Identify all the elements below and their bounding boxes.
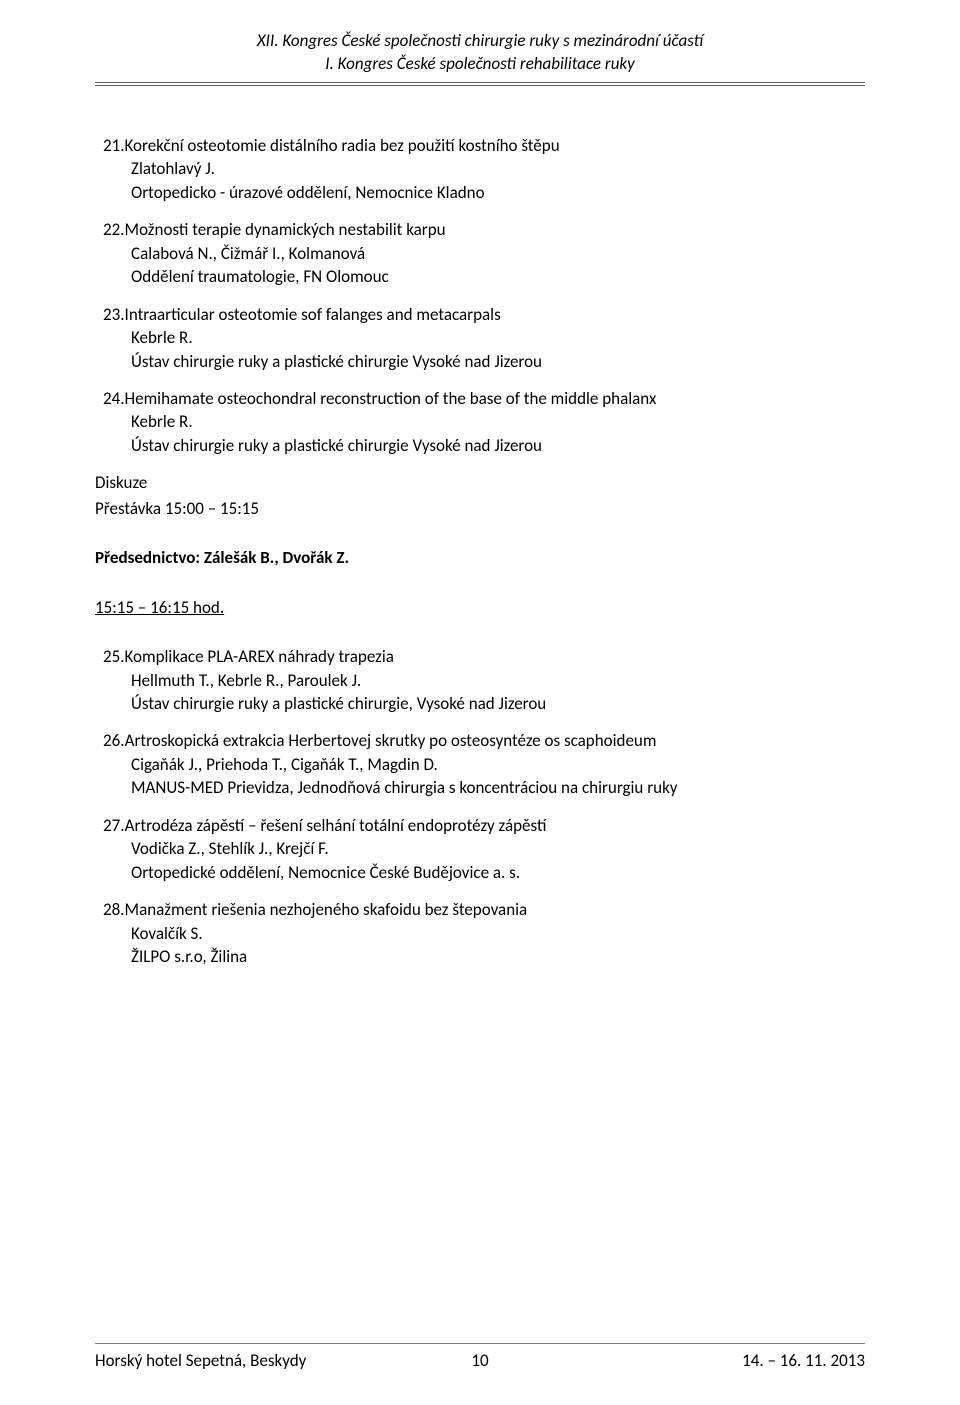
entry-number: 25. [103, 646, 125, 667]
entry-title: Intraarticular osteotomie sof falanges a… [125, 304, 501, 325]
program-entry: 24.Hemihamate osteochondral reconstructi… [95, 387, 865, 457]
entry-affiliation: ŽILPO s.r.o, Žilina [131, 945, 865, 968]
program-entry: 27.Artrodéza zápěstí – řešení selhání to… [95, 814, 865, 884]
entry-number: 28. [103, 899, 125, 920]
page-footer: Horský hotel Sepetná, Beskydy 10 14. – 1… [95, 1343, 865, 1371]
entry-author: Calabová N., Čižmář I., Kolmanová [131, 242, 865, 265]
discussion-label: Diskuze [95, 471, 865, 494]
entry-affiliation: Oddělení traumatologie, FN Olomouc [131, 265, 865, 288]
footer-page-number: 10 [95, 1350, 865, 1371]
program-entry: 26.Artroskopická extrakcia Herbertovej s… [95, 729, 865, 799]
entry-affiliation: Ústav chirurgie ruky a plastické chirurg… [131, 350, 865, 373]
entry-author: Zlatohlavý J. [131, 157, 865, 180]
header-divider [95, 82, 865, 86]
entry-author: Cigaňák J., Priehoda T., Cigaňák T., Mag… [131, 753, 865, 776]
entry-number: 27. [103, 815, 125, 836]
entry-number: 21. [103, 135, 125, 156]
entry-affiliation: MANUS-MED Prievidza, Jednodňová chirurgi… [131, 776, 865, 799]
program-entry: 21.Korekční osteotomie distálního radia … [95, 134, 865, 204]
page: XII. Kongres České společnosti chirurgie… [0, 0, 960, 1405]
entry-title: Korekční osteotomie distálního radia bez… [125, 135, 560, 156]
entry-number: 22. [103, 219, 125, 240]
program-entry: 25.Komplikace PLA-AREX náhrady trapezia … [95, 645, 865, 715]
entry-number: 23. [103, 304, 125, 325]
entry-author: Hellmuth T., Kebrle R., Paroulek J. [131, 669, 865, 692]
program-entry: 28.Manažment riešenia nezhojeného skafoi… [95, 898, 865, 968]
program-entry: 22.Možnosti terapie dynamických nestabil… [95, 218, 865, 288]
entry-author: Vodička Z., Stehlík J., Krejčí F. [131, 837, 865, 860]
chair-label: Předsednictvo: Zálešák B., Dvořák Z. [95, 546, 865, 569]
entry-title: Hemihamate osteochondral reconstruction … [125, 388, 657, 409]
header-line-1: XII. Kongres České společnosti chirurgie… [95, 30, 865, 53]
break-label: Přestávka 15:00 – 15:15 [95, 497, 865, 520]
entry-number: 26. [103, 730, 125, 751]
entry-title: Artrodéza zápěstí – řešení selhání totál… [125, 815, 547, 836]
page-header: XII. Kongres České společnosti chirurgie… [95, 30, 865, 76]
entry-affiliation: Ústav chirurgie ruky a plastické chirurg… [131, 434, 865, 457]
entry-title: Artroskopická extrakcia Herbertovej skru… [125, 730, 657, 751]
entry-title: Komplikace PLA-AREX náhrady trapezia [125, 646, 394, 667]
entry-author: Kovalčík S. [131, 922, 865, 945]
program-entry: 23.Intraarticular osteotomie sof falange… [95, 303, 865, 373]
entry-title: Možnosti terapie dynamických nestabilit … [125, 219, 446, 240]
entry-affiliation: Ortopedické oddělení, Nemocnice České Bu… [131, 861, 865, 884]
entry-affiliation: Ortopedicko - úrazové oddělení, Nemocnic… [131, 181, 865, 204]
entry-author: Kebrle R. [131, 410, 865, 433]
entry-number: 24. [103, 388, 125, 409]
entry-title: Manažment riešenia nezhojeného skafoidu … [125, 899, 528, 920]
time-slot: 15:15 – 16:15 hod. [95, 596, 865, 619]
entry-author: Kebrle R. [131, 326, 865, 349]
header-line-2: I. Kongres České společnosti rehabilitac… [95, 53, 865, 76]
content: 21.Korekční osteotomie distálního radia … [95, 134, 865, 969]
entry-affiliation: Ústav chirurgie ruky a plastické chirurg… [131, 692, 865, 715]
